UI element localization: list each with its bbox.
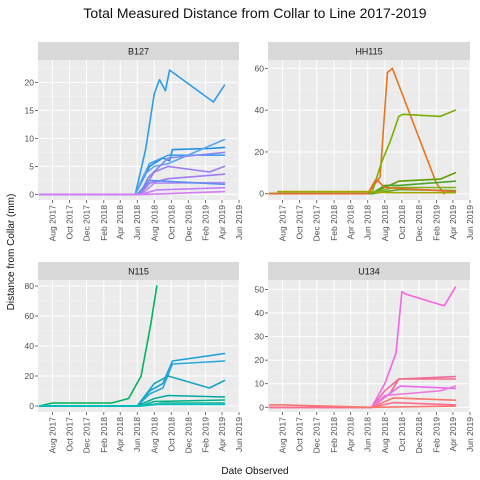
series-line-7 xyxy=(268,401,457,409)
panel-strip xyxy=(268,42,470,60)
panel-strip xyxy=(38,262,239,280)
y-tick-label: 40 xyxy=(25,341,35,351)
panel-n115: N115 0 20 40 60 80 Aug 2017 Oct 2017 Dec 2017 Feb… xyxy=(25,262,244,453)
x-tick-label: Jun 2018 xyxy=(363,417,373,452)
x-tick-label: Feb 2019 xyxy=(431,417,441,453)
series-line-7 xyxy=(268,178,457,195)
series-line-11 xyxy=(38,190,226,196)
x-tick-label: Feb 2018 xyxy=(329,417,339,453)
y-tick-label: 60 xyxy=(25,311,35,321)
x-tick-label: Apr 2018 xyxy=(346,417,356,452)
y-tick-label: 80 xyxy=(25,281,35,291)
x-tick-label: Oct 2018 xyxy=(166,205,176,240)
y-tick-label: 15 xyxy=(25,105,35,115)
x-tick-label: Oct 2017 xyxy=(65,417,75,452)
x-tick-label: Oct 2018 xyxy=(397,205,407,240)
x-tick-label: Dec 2018 xyxy=(183,417,193,454)
y-tick-label: 10 xyxy=(255,379,265,389)
x-tick-label: Apr 2019 xyxy=(217,205,227,240)
x-tick-label: Jun 2018 xyxy=(132,417,142,452)
y-tick-label: 40 xyxy=(255,308,265,318)
y-axis-title: Distance from Collar (mm) xyxy=(6,194,17,311)
y-tick-label: 20 xyxy=(255,355,265,365)
x-tick-label: Feb 2018 xyxy=(99,205,109,241)
y-tick-label: 40 xyxy=(255,105,265,115)
x-tick-label: Dec 2018 xyxy=(183,205,193,242)
y-tick-label: 20 xyxy=(25,371,35,381)
series-group xyxy=(268,67,457,195)
x-tick-label: Dec 2018 xyxy=(414,205,424,242)
x-tick-label: Jun 2019 xyxy=(465,205,475,240)
series-line-8 xyxy=(277,190,457,194)
x-tick-label: Feb 2019 xyxy=(201,205,211,241)
panel-strip xyxy=(268,262,470,280)
x-tick-label: Apr 2018 xyxy=(115,205,125,240)
x-tick-label: Dec 2017 xyxy=(312,205,322,242)
panel-strip-label: N115 xyxy=(128,267,149,277)
series-line-1 xyxy=(38,69,226,196)
y-tick-label: 0 xyxy=(259,189,264,199)
panel-strip-label: U134 xyxy=(358,267,380,277)
x-tick-label: Oct 2017 xyxy=(295,205,305,240)
x-tick-label: Aug 2017 xyxy=(47,205,57,242)
series-group xyxy=(38,69,226,196)
y-tick-label: 0 xyxy=(259,402,264,412)
x-axis-title: Date Observed xyxy=(221,466,288,477)
series-line-1 xyxy=(38,285,158,407)
x-tick-label: Dec 2017 xyxy=(312,417,322,454)
y-tick-label: 20 xyxy=(25,77,35,87)
x-tick-label: Apr 2018 xyxy=(346,205,356,240)
series-group xyxy=(38,285,226,407)
x-tick-label: Aug 2018 xyxy=(149,205,159,242)
x-tick-label: Aug 2017 xyxy=(278,205,288,242)
panel-u134: U134 0 10 20 30 40 50 Aug 2017 Oct 2017 Dec 2017 F… xyxy=(255,262,475,453)
y-tick-label: 10 xyxy=(25,133,35,143)
x-tick-label: Feb 2018 xyxy=(99,417,109,453)
panel-b127: B127 0 5 10 15 20 Aug 2017 Oct 2017 Dec 2017 Feb … xyxy=(25,42,244,241)
panel-background xyxy=(268,280,470,412)
x-tick-label: Apr 2018 xyxy=(115,417,125,452)
chart-panels: B127 0 5 10 15 20 Aug 2017 Oct 2017 Dec 2017 Feb … xyxy=(25,42,475,453)
x-tick-label: Feb 2019 xyxy=(201,417,211,453)
x-tick-label: Dec 2017 xyxy=(82,417,92,454)
x-tick-label: Apr 2019 xyxy=(448,417,458,452)
y-tick-label: 0 xyxy=(29,401,34,411)
x-tick-label: Dec 2017 xyxy=(82,205,92,242)
x-tick-label: Feb 2018 xyxy=(329,205,339,241)
series-group xyxy=(268,286,457,409)
x-tick-label: Oct 2017 xyxy=(295,417,305,452)
x-tick-label: Jun 2019 xyxy=(234,417,244,452)
y-tick-label: 20 xyxy=(255,147,265,157)
x-tick-label: Aug 2018 xyxy=(149,417,159,454)
y-tick-label: 0 xyxy=(29,189,34,199)
x-tick-label: Aug 2018 xyxy=(380,417,390,454)
x-tick-label: Oct 2018 xyxy=(397,417,407,452)
series-line-8 xyxy=(268,404,457,409)
x-tick-label: Jun 2019 xyxy=(465,417,475,452)
x-tick-label: Jun 2018 xyxy=(363,205,373,240)
x-tick-label: Oct 2017 xyxy=(65,205,75,240)
y-tick-label: 30 xyxy=(255,332,265,342)
x-tick-label: Feb 2019 xyxy=(431,205,441,241)
x-tick-label: Oct 2018 xyxy=(166,417,176,452)
x-tick-label: Dec 2018 xyxy=(414,417,424,454)
y-tick-label: 50 xyxy=(255,284,265,294)
chart-title: Total Measured Distance from Collar to L… xyxy=(83,5,426,21)
series-line-2 xyxy=(268,109,457,195)
x-tick-label: Aug 2017 xyxy=(47,417,57,454)
x-tick-label: Jun 2018 xyxy=(132,205,142,240)
y-tick-label: 60 xyxy=(255,63,265,73)
panel-strip xyxy=(38,42,239,60)
panel-strip-label: B127 xyxy=(128,47,149,57)
series-line-8 xyxy=(38,403,226,407)
x-tick-label: Aug 2018 xyxy=(380,205,390,242)
x-tick-label: Apr 2019 xyxy=(217,417,227,452)
y-tick-label: 5 xyxy=(29,161,34,171)
panel-hh115: HH115 0 20 40 60 Aug 2017 Oct 2017 Dec 2017 Feb … xyxy=(255,42,475,241)
x-tick-label: Jun 2019 xyxy=(234,205,244,240)
x-tick-label: Aug 2017 xyxy=(278,417,288,454)
x-tick-label: Apr 2019 xyxy=(448,205,458,240)
panel-strip-label: HH115 xyxy=(355,47,382,57)
